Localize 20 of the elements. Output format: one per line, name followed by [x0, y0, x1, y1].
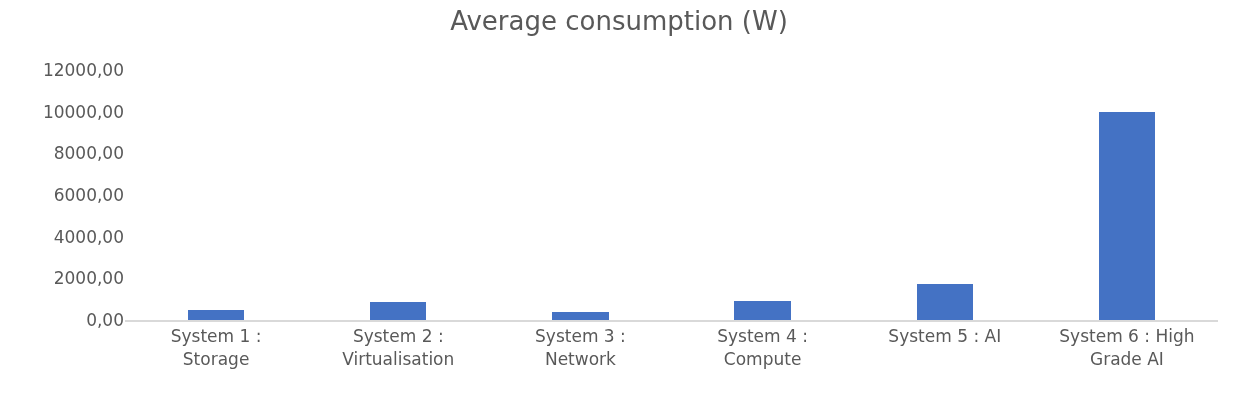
x-tick-label: System 2 : Virtualisation — [342, 326, 455, 369]
bar — [552, 311, 609, 320]
x-tick-label: System 5 : AI — [888, 326, 1002, 347]
x-tick-label: System 4 : Compute — [717, 326, 808, 369]
x-tick-label: System 3 : Network — [535, 326, 626, 369]
x-tick-label: System 6 : High Grade AI — [1059, 326, 1195, 369]
bar — [370, 302, 427, 320]
y-tick-label: 8000,00 — [53, 143, 124, 164]
x-tick-label: System 1 : Storage — [170, 326, 262, 369]
bar — [187, 310, 245, 320]
y-tick-label: 2000,00 — [53, 268, 124, 289]
y-tick-label: 6000,00 — [53, 184, 124, 205]
bar — [916, 283, 973, 320]
bar — [1098, 111, 1156, 320]
chart-title: Average consumption (W) — [450, 6, 788, 37]
y-tick-label: 4000,00 — [53, 226, 124, 247]
y-tick-label: 10000,00 — [42, 101, 124, 122]
y-tick-label: 0,00 — [86, 309, 124, 330]
bar — [734, 301, 791, 320]
y-tick-label: 12000,00 — [42, 59, 124, 80]
